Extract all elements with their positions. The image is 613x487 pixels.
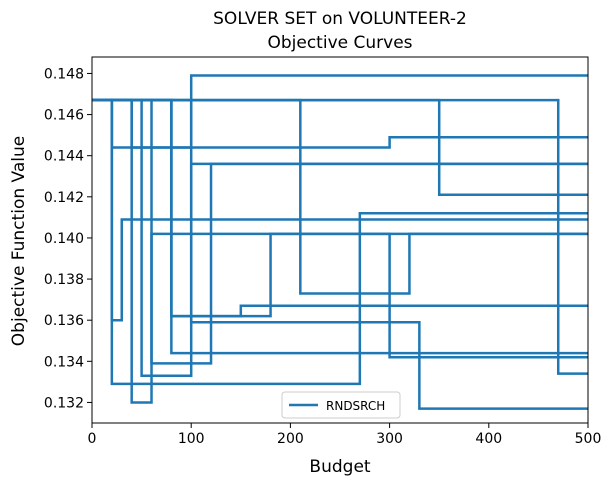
axes: 0 100 200 300 400 500 0.132 0.134 0.136 0.138 0.14… [44, 56, 602, 447]
x-tick-label: 200 [277, 431, 304, 447]
series-line-0 [92, 98, 588, 322]
x-tick-label: 400 [475, 431, 502, 447]
series-line-2 [92, 98, 588, 386]
legend: RNDSRCH [281, 391, 401, 419]
x-tick-label: 300 [376, 431, 403, 447]
series-line-4 [92, 98, 588, 149]
series-line-7 [92, 98, 588, 318]
y-tick-label: 0.132 [44, 395, 84, 411]
x-tick-label: 0 [88, 431, 97, 447]
y-tick-label: 0.142 [44, 190, 84, 206]
series-line-11 [92, 98, 588, 295]
chart-title: SOLVER SET on VOLUNTEER-2 [213, 9, 467, 29]
x-tick-label: 500 [575, 431, 602, 447]
y-tick-label: 0.134 [44, 354, 84, 370]
y-tick-label: 0.144 [44, 149, 84, 165]
y-tick-label: 0.148 [44, 66, 84, 82]
series-line-6 [92, 98, 588, 365]
legend-label-rndsrch: RNDSRCH [326, 399, 385, 413]
y-tick-label: 0.138 [44, 272, 84, 288]
legend-box [281, 391, 401, 419]
series-line-5 [92, 98, 588, 377]
y-axis-label: Objective Function Value [9, 136, 29, 346]
plot-frame [91, 56, 589, 424]
chart-subtitle: Objective Curves [267, 33, 412, 53]
x-axis-label: Budget [309, 457, 370, 477]
plot-area [92, 74, 588, 410]
series-line-8 [92, 98, 588, 359]
y-tick-label: 0.146 [44, 108, 84, 124]
x-tick-label: 100 [178, 431, 205, 447]
y-tick-label: 0.140 [44, 231, 84, 247]
series-line-13 [92, 98, 588, 375]
y-tick-label: 0.136 [44, 313, 84, 329]
